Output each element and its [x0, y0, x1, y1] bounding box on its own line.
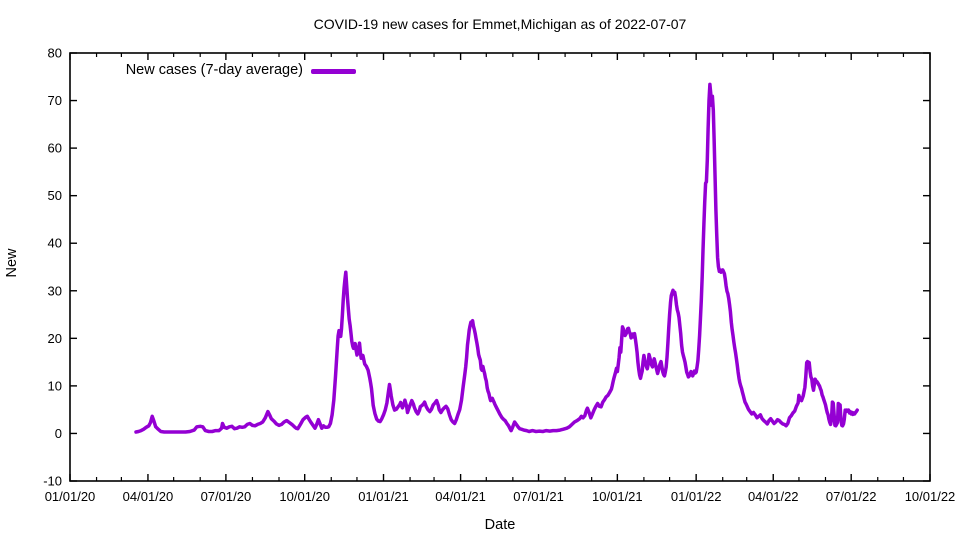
x-tick-label: 10/01/21 — [592, 489, 643, 504]
x-axis-label: Date — [484, 517, 516, 533]
x-tick-label: 10/01/20 — [279, 489, 330, 504]
y-tick-label: 80 — [48, 46, 62, 61]
x-tick-label: 01/01/20 — [45, 489, 96, 504]
x-tick-label: 04/01/22 — [748, 489, 799, 504]
y-axis-label: New — [4, 248, 20, 278]
y-tick-label: 60 — [48, 141, 62, 156]
x-tick-label: 01/01/21 — [358, 489, 409, 504]
y-tick-label: 30 — [48, 283, 62, 298]
x-tick-label: 01/01/22 — [671, 489, 722, 504]
y-tick-label: 20 — [48, 331, 62, 346]
x-tick-label: 07/01/22 — [826, 489, 877, 504]
y-tick-label: 10 — [48, 378, 62, 393]
y-tick-label: 50 — [48, 188, 62, 203]
chart-title: COVID-19 new cases for Emmet,Michigan as… — [313, 16, 687, 32]
x-tick-label: 04/01/21 — [435, 489, 486, 504]
y-tick-label: 40 — [48, 236, 62, 251]
x-tick-label: 07/01/21 — [513, 489, 564, 504]
data-series-line — [134, 82, 859, 434]
y-tick-label: 70 — [48, 93, 62, 108]
legend-label: New cases (7-day average) — [125, 62, 303, 78]
x-tick-label: 07/01/20 — [201, 489, 252, 504]
legend-line-sample — [311, 69, 356, 74]
x-tick-label: 10/01/22 — [905, 489, 956, 504]
x-tick-label: 04/01/20 — [123, 489, 174, 504]
plot-border — [69, 52, 931, 482]
y-tick-label: 0 — [55, 426, 62, 441]
y-tick-label: -10 — [43, 474, 62, 489]
